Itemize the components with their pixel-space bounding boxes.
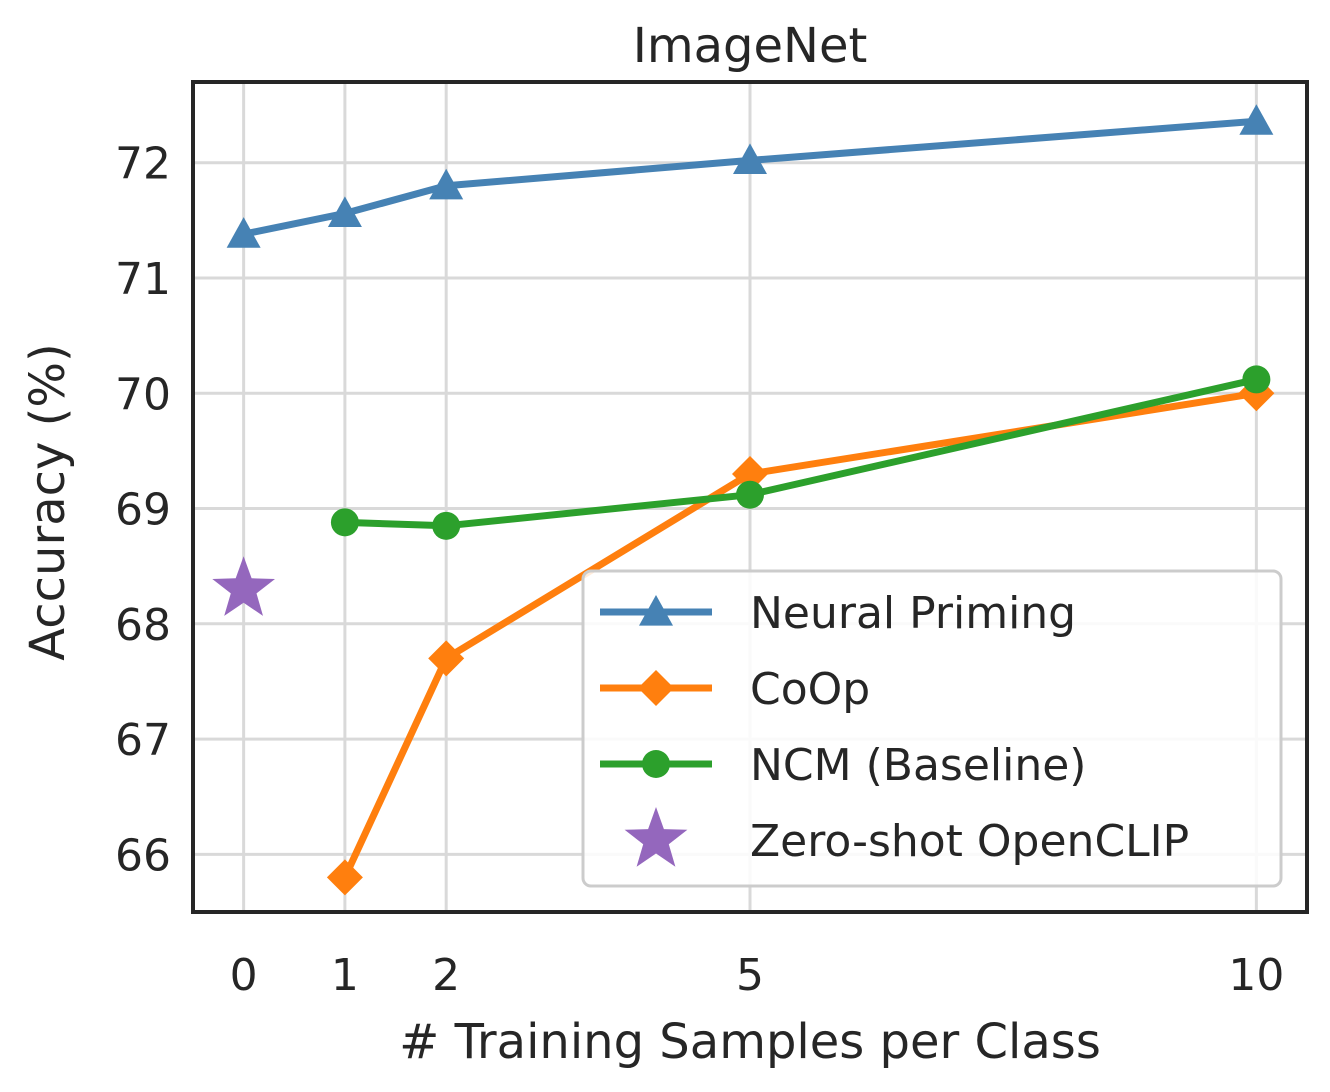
x-tick-label: 2 <box>432 950 460 1001</box>
series-neural-priming <box>226 104 1274 248</box>
y-tick-label: 70 <box>115 369 171 420</box>
data-point-ncm-baseline <box>330 508 359 537</box>
series-ncm-baseline <box>330 365 1271 540</box>
series-line-ncm-baseline <box>344 375 1258 530</box>
x-axis-label: # Training Samples per Class <box>399 1014 1101 1070</box>
y-tick-label: 68 <box>115 600 171 651</box>
y-tick-label: 71 <box>115 254 171 305</box>
data-point-neural-priming <box>226 217 261 248</box>
data-point-coop <box>732 455 768 492</box>
x-tick-label: 10 <box>1228 950 1284 1001</box>
legend: Neural Priming CoOp NCM (Baseline) Zero-sho… <box>581 569 1283 888</box>
data-point-neural-priming <box>327 196 362 228</box>
chart-title: ImageNet <box>633 18 868 74</box>
legend-marker-zero-shot-openclip <box>624 807 688 867</box>
data-point-ncm-baseline <box>1242 365 1271 394</box>
y-tick-label: 67 <box>115 715 171 766</box>
data-point-coop <box>428 640 465 677</box>
data-point-neural-priming <box>429 168 464 200</box>
legend-marker-neural-priming <box>639 595 673 626</box>
y-axis-label: Accuracy (%) <box>20 343 76 660</box>
data-point-ncm-baseline <box>432 511 461 540</box>
x-tick-label: 1 <box>331 950 359 1001</box>
legend-marker-ncm-baseline <box>642 750 670 778</box>
data-point-neural-priming <box>1239 104 1274 135</box>
y-tick-label: 69 <box>115 485 171 536</box>
x-tick-label: 0 <box>230 950 258 1001</box>
legend-marker-coop <box>638 670 674 706</box>
y-tick-label: 66 <box>115 830 171 881</box>
legend-box <box>581 569 1283 888</box>
data-point-coop <box>326 859 363 896</box>
series-layer <box>212 104 1275 896</box>
data-point-neural-priming <box>733 143 767 174</box>
legend-label-ncm-baseline: NCM (Baseline) <box>750 740 1086 791</box>
plot-frame <box>191 80 1309 914</box>
legend-label-neural-priming: Neural Priming <box>750 588 1076 639</box>
legend-label-zero-shot-openclip: Zero-shot OpenCLIP <box>750 816 1189 867</box>
legend-label-coop: CoOp <box>750 664 870 715</box>
data-point-ncm-baseline <box>736 480 764 509</box>
tick-labels: 0 1 2 5 10 66 67 68 69 70 71 72 <box>115 139 1284 1001</box>
series-zero-shot-openclip <box>212 556 275 616</box>
x-tick-label: 5 <box>736 950 764 1001</box>
data-point-zero-shot-openclip <box>212 556 275 616</box>
y-tick-label: 72 <box>115 139 171 190</box>
